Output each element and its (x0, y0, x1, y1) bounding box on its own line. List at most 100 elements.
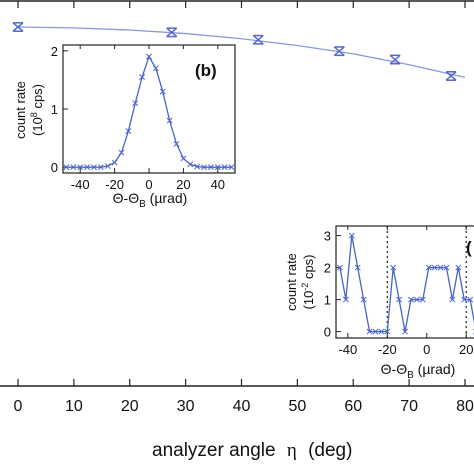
x-marker-b (132, 100, 139, 107)
x-marker-b (461, 296, 468, 303)
x-marker-b (431, 264, 438, 271)
marker-diag-2 (389, 54, 401, 65)
main-x-tick-label: 60 (344, 398, 362, 415)
marker-diag-2 (166, 27, 178, 38)
inset-data-point (419, 296, 426, 303)
inset-c-y-label-line2: (10-2 cps) (300, 255, 316, 310)
inset-c: ( -40 -20 0 20 0 1 2 3 count rate (10-2 cps) Θ-… (284, 225, 474, 381)
inset-y-tick-label: 1 (324, 293, 331, 308)
inset-data-point (63, 164, 70, 171)
inset-data-point (173, 140, 180, 147)
inset-y-tick-label: 2 (51, 44, 58, 59)
inset-data-point (402, 328, 409, 335)
inset-data-point (111, 159, 118, 166)
main-x-ticks: 0 10 20 30 40 50 60 70 80 (14, 1, 474, 415)
main-data-point (445, 71, 457, 81)
inset-data-point (366, 328, 373, 335)
inset-data-point (408, 296, 414, 303)
x-marker-b (201, 164, 207, 171)
inset-x-tick-label: -20 (378, 342, 397, 357)
inset-data-point (461, 296, 468, 303)
marker-diag-2 (445, 71, 457, 81)
x-marker-b (408, 296, 414, 303)
inset-data-point (437, 264, 444, 271)
inset-y-tick-label: 3 (324, 229, 331, 244)
x-marker-b (348, 232, 355, 239)
inset-data-point (372, 328, 379, 335)
marker-diag-2 (252, 35, 264, 45)
main-data-point (12, 22, 24, 32)
x-marker-b (396, 296, 403, 303)
inset-data-point (104, 163, 111, 169)
main-x-tick-label: 70 (400, 398, 418, 415)
inset-data-point (146, 53, 152, 60)
x-marker-b (97, 164, 104, 171)
inset-data-point (449, 296, 456, 303)
x-marker-b (360, 296, 367, 303)
x-marker-b (467, 296, 474, 303)
x-marker-b (390, 264, 397, 271)
x-marker-b (180, 155, 187, 162)
inset-data-point (201, 164, 207, 171)
inset-y-tick-label: 0 (51, 160, 58, 175)
main-data-point (333, 46, 345, 57)
inset-x-tick-label: -40 (71, 177, 90, 192)
x-marker-b (342, 296, 349, 303)
main-fit-line (17, 26, 466, 78)
inset-c-x-label: Θ-ΘB (µrad) (381, 361, 456, 381)
x-marker-b (378, 328, 385, 335)
main-x-tick-label: 30 (177, 398, 195, 415)
inset-data-point (348, 232, 355, 239)
inset-data-point (342, 296, 349, 303)
x-marker-b (419, 296, 426, 303)
main-x-tick-label: 40 (233, 398, 251, 415)
main-data-point (166, 27, 178, 38)
inset-y-tick-label: 1 (51, 102, 58, 117)
x-marker-b (214, 164, 221, 171)
inset-data-point (132, 100, 139, 107)
x-marker-b (402, 328, 409, 335)
x-marker-b (70, 164, 77, 171)
inset-x-tick-label: 20 (176, 177, 190, 192)
inset-data-point (84, 164, 91, 171)
x-marker-b (111, 159, 118, 166)
x-marker-b (443, 264, 450, 271)
inset-y-tick-label: 2 (324, 261, 331, 276)
inset-x-tick-label: -20 (105, 177, 124, 192)
inset-c-data-series (336, 226, 474, 338)
x-marker-b (449, 296, 456, 303)
x-marker-b (187, 161, 194, 168)
x-marker-b (77, 164, 84, 171)
inset-y-tick-label: 0 (324, 325, 331, 340)
main-x-tick-label: 50 (288, 398, 306, 415)
x-marker-b (336, 264, 343, 271)
inset-data-point (207, 164, 214, 171)
inset-data-point (139, 74, 146, 80)
inset-data-point (70, 164, 77, 171)
inset-data-point (166, 117, 173, 124)
inset-b-label: (b) (195, 61, 217, 80)
inset-x-tick-label: 40 (211, 177, 225, 192)
inset-data-point (214, 164, 221, 171)
inset-x-tick-label: -40 (338, 342, 357, 357)
marker-diag-2 (12, 22, 24, 32)
inset-b-x-label: Θ-ΘB (µrad) (113, 190, 188, 210)
x-marker-b (228, 164, 235, 171)
x-marker-b (366, 328, 373, 335)
inset-c-frame (335, 225, 474, 339)
main-x-tick-label: 20 (121, 398, 139, 415)
inset-data-point (378, 328, 385, 335)
inset-data-point (384, 328, 391, 335)
inset-data-point (180, 155, 187, 162)
inset-data-point (443, 264, 450, 271)
inset-data-point (194, 163, 201, 170)
x-marker-b (437, 264, 444, 271)
x-marker-b (173, 140, 180, 147)
x-marker-b (84, 164, 91, 171)
inset-data-point (413, 296, 420, 303)
x-marker-b (455, 264, 462, 271)
inset-x-tick-label: 20 (459, 342, 473, 357)
inset-data-point (467, 296, 474, 303)
